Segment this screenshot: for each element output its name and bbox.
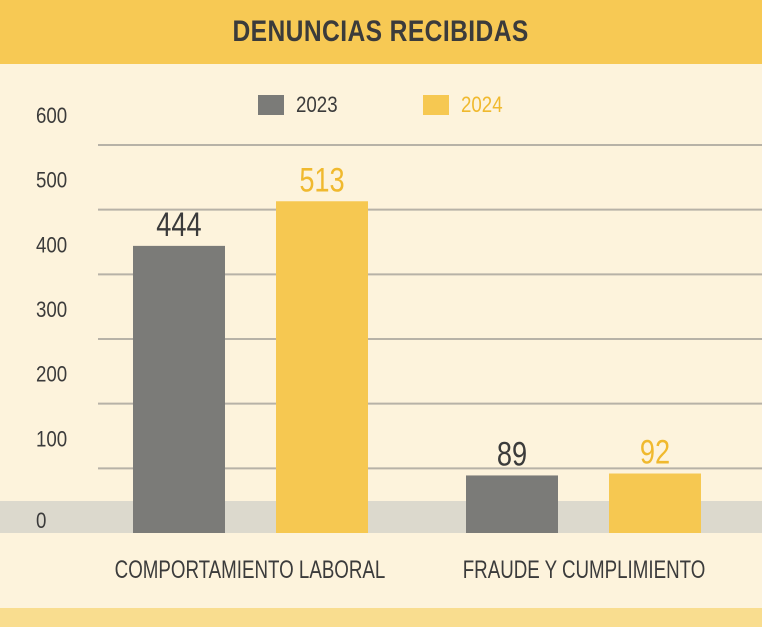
legend: 2023 2024 [0,92,762,118]
legend-label-2023: 2023 [296,92,338,117]
y-tick-label-200: 200 [36,363,67,387]
legend-swatch-2024 [423,95,449,115]
legend-item-2024: 2024 [423,92,510,118]
bar-2023-0 [133,245,225,533]
y-tick-label-300: 300 [36,299,67,323]
legend-label-2024: 2024 [461,92,503,117]
y-tick-label-500: 500 [36,169,67,193]
footer-band [0,608,762,627]
bar-2023-1 [466,475,558,533]
chart-title: DENUNCIAS RECIBIDAS [232,15,530,48]
data-label-2023-0: 444 [156,205,201,244]
y-tick-label-600: 600 [36,105,67,129]
data-label-2023-1: 89 [497,435,527,474]
legend-item-2023: 2023 [258,92,345,118]
category-label-0: COMPORTAMIENTO LABORAL [115,555,386,583]
y-tick-label-400: 400 [36,234,67,258]
category-label-1: FRAUDE Y CUMPLIMIENTO [463,555,706,583]
y-tick-label-0: 0 [36,510,46,534]
bar-2024-1 [609,473,701,533]
chart-header: DENUNCIAS RECIBIDAS [0,0,762,64]
data-label-2024-0: 513 [299,160,344,199]
y-tick-label-100: 100 [36,428,67,452]
bar-2024-0 [276,201,368,533]
legend-swatch-2023 [258,95,284,115]
data-label-2024-1: 92 [640,433,670,472]
